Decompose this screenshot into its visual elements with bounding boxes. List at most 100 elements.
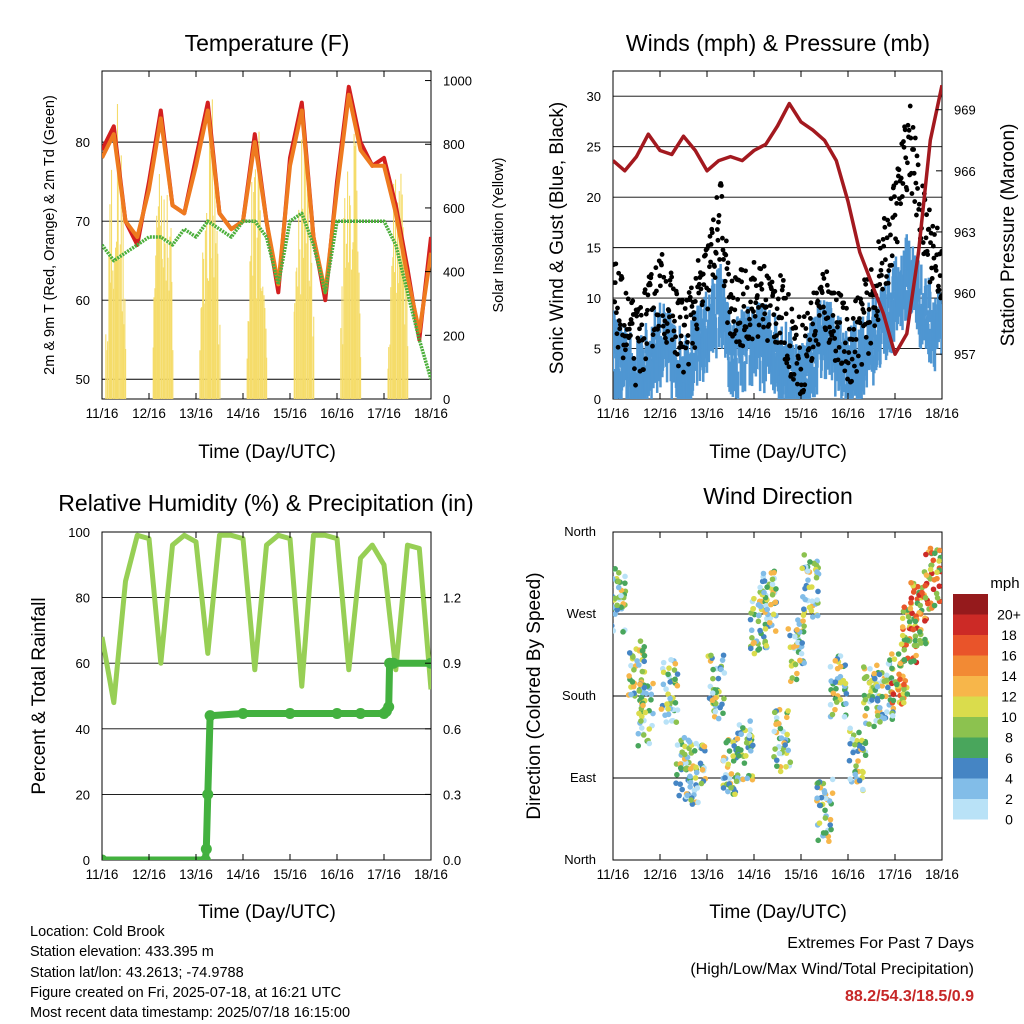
- direction-point: [816, 820, 823, 826]
- direction-point: [874, 712, 881, 719]
- direction-point: [862, 752, 869, 759]
- gust-point: [879, 260, 885, 266]
- gust-point: [866, 351, 871, 356]
- y-tick-label: West: [567, 606, 597, 621]
- direction-point: [889, 665, 895, 672]
- direction-point: [797, 657, 803, 664]
- direction-point: [791, 633, 798, 640]
- direction-point: [719, 657, 726, 663]
- gust-point: [889, 253, 895, 259]
- direction-point: [783, 714, 790, 721]
- direction-point: [635, 742, 642, 749]
- direction-point: [874, 683, 881, 690]
- direction-point: [862, 713, 868, 719]
- direction-point: [618, 592, 624, 599]
- direction-point: [846, 757, 853, 764]
- direction-point: [889, 651, 895, 657]
- gust-point: [926, 226, 932, 232]
- gust-point: [859, 361, 865, 367]
- direction-point: [871, 670, 878, 677]
- x-tick-label: 17/16: [878, 867, 912, 882]
- gust-point: [690, 340, 695, 346]
- gust-point: [681, 369, 686, 375]
- direction-point: [749, 635, 755, 641]
- direction-point: [693, 740, 699, 747]
- direction-point: [728, 771, 735, 777]
- direction-point: [720, 710, 726, 717]
- gust-point: [882, 224, 888, 230]
- y2-tick-label: 1000: [443, 74, 472, 89]
- direction-point: [814, 784, 821, 791]
- direction-point: [829, 711, 836, 718]
- gust-point: [756, 322, 762, 328]
- gust-point: [858, 296, 863, 302]
- direction-point: [636, 688, 643, 694]
- direction-point: [924, 600, 931, 607]
- y-tick-label: 20: [76, 787, 90, 802]
- gust-point: [938, 293, 942, 299]
- gust-point: [650, 343, 655, 349]
- direction-point: [871, 723, 877, 730]
- y-tick-label: 30: [587, 89, 601, 104]
- direction-point: [761, 578, 768, 584]
- gust-point: [767, 303, 773, 309]
- gust-point: [722, 278, 728, 284]
- direction-point: [731, 743, 737, 749]
- gust-point: [643, 311, 649, 317]
- gust-point: [783, 295, 788, 301]
- gust-point: [650, 332, 656, 338]
- direction-point: [772, 599, 779, 606]
- info-elevation: Station elevation: 433.395 m: [30, 944, 214, 960]
- gust-point: [714, 227, 720, 232]
- gust-point: [835, 357, 841, 363]
- wind-direction-x-label: Time (Day/UTC): [709, 902, 847, 923]
- direction-point: [638, 713, 645, 720]
- direction-point: [769, 576, 776, 583]
- direction-point: [771, 569, 777, 576]
- pressure-line: [613, 84, 942, 356]
- gust-point: [761, 263, 767, 269]
- direction-point: [674, 682, 681, 689]
- gust-point: [676, 363, 681, 369]
- precip-point: [102, 854, 108, 860]
- direction-point: [801, 606, 807, 612]
- colorbar-label: 4: [1005, 770, 1013, 786]
- direction-point: [871, 675, 878, 682]
- gust-point: [833, 297, 839, 303]
- direction-point: [628, 662, 634, 669]
- direction-point: [785, 747, 792, 754]
- direction-point: [764, 606, 771, 613]
- gust-point: [644, 341, 650, 346]
- direction-point: [774, 763, 780, 769]
- direction-point: [673, 780, 679, 786]
- gust-point: [672, 318, 677, 324]
- gust-point: [808, 300, 814, 306]
- direction-point: [665, 671, 671, 678]
- direction-point: [867, 666, 873, 672]
- gust-point: [614, 331, 620, 337]
- direction-point: [897, 676, 903, 683]
- direction-point: [641, 658, 648, 665]
- gust-point: [877, 281, 883, 287]
- direction-point: [677, 765, 684, 771]
- gust-point: [932, 232, 937, 237]
- direction-point: [806, 604, 813, 611]
- y2-tick-label: 0.0: [443, 853, 461, 868]
- gust-point: [713, 250, 719, 256]
- gust-point: [706, 287, 712, 293]
- gust-point: [819, 290, 825, 296]
- gust-point: [621, 322, 627, 328]
- gust-point: [939, 248, 942, 254]
- gust-point: [852, 349, 858, 355]
- direction-point: [856, 729, 862, 736]
- direction-point: [751, 595, 757, 602]
- gust-point: [720, 247, 726, 253]
- direction-point: [832, 679, 839, 685]
- gust-point: [894, 239, 900, 245]
- direction-point: [833, 685, 839, 692]
- direction-point: [813, 574, 820, 581]
- direction-point: [776, 750, 783, 757]
- gust-point: [831, 328, 836, 334]
- gust-point: [931, 255, 937, 261]
- direction-point: [663, 686, 669, 692]
